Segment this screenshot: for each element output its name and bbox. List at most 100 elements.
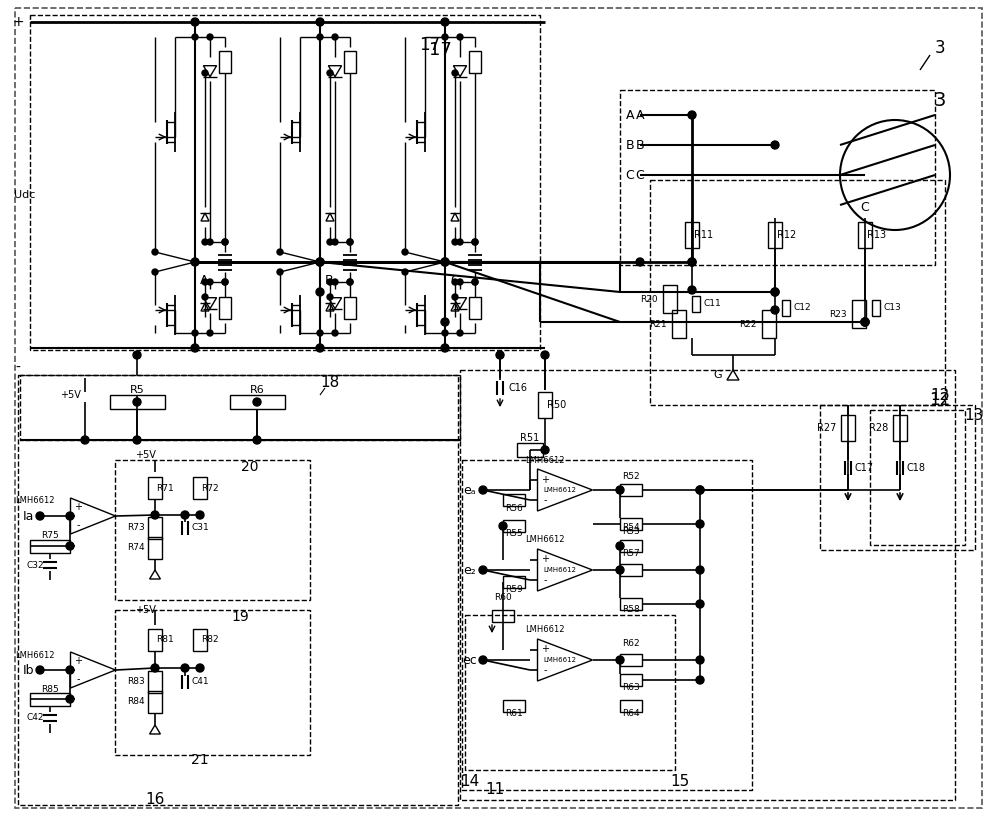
Circle shape [207,34,213,40]
Text: R75: R75 [41,532,59,541]
Text: Udc: Udc [14,190,36,200]
Text: R5: R5 [130,385,144,395]
Circle shape [316,18,324,26]
Circle shape [541,351,549,359]
Text: LMH6612: LMH6612 [525,455,565,464]
Bar [193,477,207,499]
Text: 20: 20 [241,460,259,474]
Text: eᴄ: eᴄ [463,653,477,667]
Text: +: + [542,644,550,654]
Text: +5V: +5V [60,390,80,400]
Circle shape [196,511,204,519]
Circle shape [771,288,779,296]
Circle shape [696,486,704,494]
Bar [469,51,481,73]
Circle shape [222,279,228,285]
Circle shape [207,239,213,245]
Text: C41: C41 [191,677,209,686]
Circle shape [452,70,458,76]
Bar [768,222,782,248]
Bar [110,395,165,409]
Text: R54: R54 [622,523,640,532]
Circle shape [636,258,644,266]
Text: 15: 15 [670,774,690,789]
Text: R74: R74 [127,543,145,552]
Circle shape [347,279,353,285]
Bar [148,477,162,499]
Text: C12: C12 [794,304,812,313]
Text: +5V: +5V [135,605,155,615]
Text: B: B [626,138,634,151]
Bar [692,296,700,312]
Circle shape [152,249,158,255]
Text: R6: R6 [250,385,264,395]
Circle shape [327,279,333,285]
Bar [538,392,552,418]
Circle shape [472,239,478,245]
Text: B: B [325,273,334,286]
Text: R13: R13 [867,230,887,240]
Bar [650,180,945,405]
Circle shape [616,486,624,494]
Bar [30,15,540,350]
Text: C16: C16 [509,383,528,393]
Text: -: - [544,495,547,505]
Text: +: + [542,555,550,565]
Text: 17: 17 [429,41,451,59]
Text: C13: C13 [884,304,902,313]
Circle shape [457,330,463,336]
Bar [20,375,460,440]
Circle shape [771,288,779,296]
Text: eₐ: eₐ [464,483,476,496]
Circle shape [457,34,463,40]
Bar [870,410,965,545]
Text: 12: 12 [930,388,950,402]
Bar [872,300,880,316]
Text: G: G [714,370,722,380]
Bar [852,300,866,328]
Text: R20: R20 [640,295,658,304]
Circle shape [332,279,338,285]
Circle shape [151,511,159,519]
Text: B: B [636,138,644,151]
Circle shape [457,279,463,285]
Circle shape [317,330,323,336]
Circle shape [332,330,338,336]
Circle shape [222,279,228,285]
Bar [620,518,642,530]
Circle shape [181,664,189,672]
Text: C: C [636,169,644,182]
Circle shape [196,664,204,672]
Circle shape [541,446,549,454]
Text: C: C [450,273,459,286]
Text: +: + [542,475,550,485]
Circle shape [688,258,696,266]
Bar [620,484,642,496]
Bar [672,310,686,338]
Circle shape [316,258,324,266]
Text: -: - [544,575,547,585]
Bar [663,285,677,313]
Circle shape [316,344,324,352]
Text: R62: R62 [622,639,640,649]
Bar [193,629,207,651]
Bar [30,693,70,706]
Bar [462,460,752,790]
Bar [620,598,642,610]
Circle shape [316,288,324,296]
Circle shape [472,239,478,245]
Circle shape [441,18,449,26]
Bar [762,310,776,338]
Circle shape [442,34,448,40]
Text: LMH6612: LMH6612 [544,487,576,493]
Text: R55: R55 [505,529,523,538]
Bar [503,700,525,712]
Text: R11: R11 [694,230,714,240]
Bar [465,615,675,770]
Text: C42: C42 [26,714,44,723]
Circle shape [202,294,208,300]
Bar [893,415,907,441]
Circle shape [191,258,199,266]
Text: R58: R58 [622,606,640,615]
Text: C11: C11 [704,300,722,309]
